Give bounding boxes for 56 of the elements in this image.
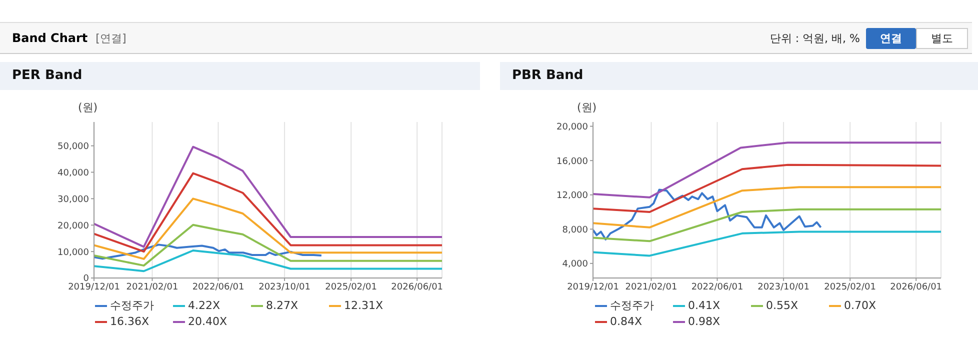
x-tick-label: 2025/02/01: [325, 282, 378, 292]
x-tick-label: 2022/06/01: [691, 282, 744, 292]
y-tick-label: 40,000: [58, 168, 90, 178]
text: 연결: [866, 28, 916, 48]
chart-title: PER Band: [0, 62, 480, 90]
y-tick-label: 16,000: [556, 156, 588, 167]
y-tick-label: 4,000: [562, 260, 588, 270]
legend-label: 16.36X: [109, 315, 150, 328]
y-tick-label: 20,000: [58, 221, 90, 232]
legend-label: 수정주가: [609, 298, 655, 313]
x-tick-label: 2026/06/01: [890, 282, 942, 292]
legend-label: 12.31X: [343, 298, 384, 313]
y-tick-label: 8,000: [562, 225, 588, 236]
line-series: [593, 208, 941, 242]
line-series: [593, 164, 941, 213]
legend-label: 8.27X: [265, 298, 300, 313]
text: [연결]: [96, 30, 126, 46]
legend-label: 4.22X: [187, 298, 222, 313]
x-tick-label: 2021/02/01: [625, 282, 678, 292]
text: Band Chart: [12, 31, 88, 45]
y-tick-label: 30,000: [58, 194, 90, 205]
y-tick-label: 20,000: [556, 122, 588, 132]
line-series: [593, 142, 941, 198]
x-tick-label: 2021/02/01: [126, 282, 178, 292]
x-tick-label: 2022/06/01: [192, 282, 244, 292]
x-tick-label: 2025/02/01: [824, 282, 876, 292]
legend-label: 0.55X: [765, 298, 800, 313]
line-series: [593, 188, 822, 240]
line-series: [94, 224, 442, 267]
y-tick-label: 12,000: [556, 191, 588, 202]
y-tick-label: 10,000: [58, 248, 90, 258]
y-tick-label: 50,000: [58, 142, 90, 152]
line-series: [593, 230, 941, 257]
x-tick-label: 2019/12/01: [567, 282, 619, 292]
y-axis-title: (원): [78, 100, 98, 115]
text: 별도: [916, 28, 968, 48]
legend-label: 0.98X: [687, 315, 722, 328]
legend-label: 수정주가: [109, 298, 155, 313]
line-series: [94, 250, 442, 272]
legend-label: 20.40X: [187, 315, 228, 328]
line-series: [94, 172, 442, 253]
chart-title: PBR Band: [500, 62, 978, 90]
legend-label: 0.70X: [843, 298, 878, 313]
y-axis-title: (원): [577, 100, 597, 115]
legend-label: 0.41X: [687, 298, 722, 313]
x-tick-label: 2026/06/01: [391, 282, 444, 292]
x-tick-label: 2023/10/01: [758, 282, 810, 292]
line-series: [94, 198, 442, 260]
legend-label: 0.84X: [609, 315, 644, 328]
line-series: [94, 244, 322, 260]
y-tick-label: 0: [83, 274, 90, 284]
line-series: [94, 146, 442, 248]
x-tick-label: 2023/10/01: [258, 282, 310, 292]
text: 단위 : 억원, 배, %: [770, 30, 860, 46]
x-tick-label: 2019/12/01: [68, 282, 120, 292]
line-series: [593, 186, 941, 228]
